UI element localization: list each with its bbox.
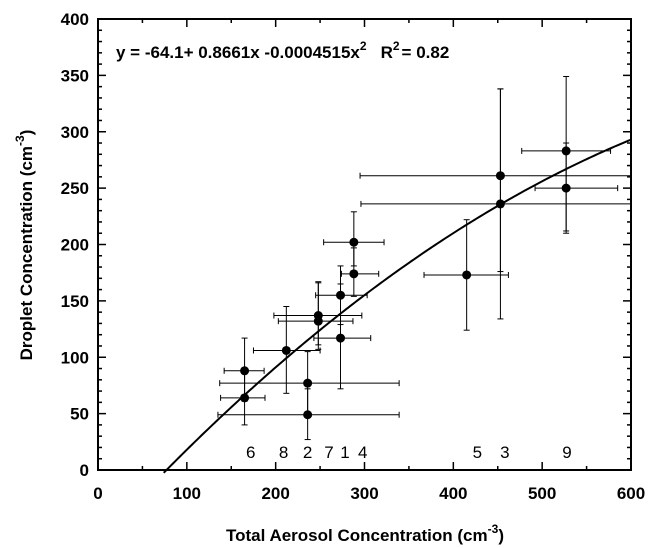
point-number-label: 3 [500, 443, 509, 462]
data-point [495, 171, 505, 181]
point-number-label: 1 [340, 443, 349, 462]
data-point [349, 269, 359, 279]
y-tick-label: 250 [61, 179, 89, 198]
data-point [336, 290, 346, 300]
data-point [303, 410, 313, 420]
data-point [462, 270, 472, 280]
point-number-label: 4 [358, 443, 367, 462]
data-point [561, 146, 571, 156]
y-tick-label: 150 [61, 292, 89, 311]
x-tick-label: 500 [528, 484, 556, 503]
y-tick-label: 300 [61, 123, 89, 142]
y-tick-label: 0 [80, 461, 89, 480]
point-number-label: 7 [324, 443, 333, 462]
point-number-label: 2 [303, 443, 312, 462]
x-tick-label: 0 [93, 484, 102, 503]
y-tick-label: 100 [61, 348, 89, 367]
x-tick-label: 300 [350, 484, 378, 503]
error-bar [534, 142, 619, 234]
data-point [495, 199, 505, 209]
x-tick-label: 400 [439, 484, 467, 503]
point-number-label: 6 [246, 443, 255, 462]
error-bar [359, 88, 632, 273]
point-number-label: 9 [562, 443, 571, 462]
x-tick-label: 200 [261, 484, 289, 503]
x-tick-label: 600 [617, 484, 645, 503]
y-tick-label: 50 [70, 405, 89, 424]
data-point [313, 316, 323, 326]
y-tick-label: 400 [61, 10, 89, 29]
y-tick-label: 350 [61, 66, 89, 85]
data-point [561, 183, 571, 193]
y-tick-label: 200 [61, 236, 89, 255]
data-point [336, 333, 346, 343]
plot-frame [97, 18, 632, 471]
data-point [303, 378, 313, 388]
point-layer [240, 146, 571, 420]
error-bar-layer [217, 76, 632, 441]
tick-layer: 0 100 200 300 400 500 600 0 50 100 150 200 250 300 350… [61, 10, 646, 503]
data-point [349, 237, 359, 247]
data-point [240, 393, 250, 403]
y-axis-title: Droplet Concentration (cm-3) [13, 130, 36, 361]
x-tick-label: 100 [173, 484, 201, 503]
point-number-label: 8 [279, 443, 288, 462]
fit-equation: y = -64.1+ 0.8661x -0.0004515x2 R2 = 0.82 [116, 39, 449, 62]
x-axis-title: Total Aerosol Concentration (cm-3) [226, 522, 504, 545]
point-number-label: 5 [473, 443, 482, 462]
data-point [240, 366, 250, 376]
fit-curve [163, 138, 632, 474]
data-point [281, 345, 291, 355]
